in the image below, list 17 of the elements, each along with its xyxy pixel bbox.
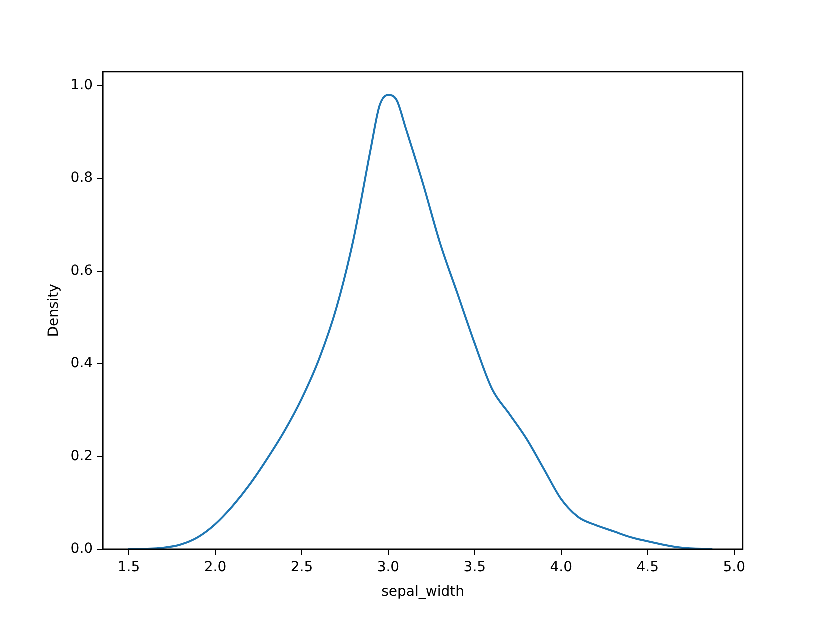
- line-series: [128, 94, 713, 550]
- y-tick-label: 0.4: [70, 356, 94, 372]
- y-tick-label: 0.8: [70, 170, 94, 186]
- x-tick-label: 5.0: [723, 559, 746, 576]
- x-tick-label: 1.5: [118, 559, 140, 576]
- x-tick-label: 3.5: [464, 559, 486, 576]
- y-tick-label: 1.0: [70, 78, 94, 94]
- y-axis-title: Density: [46, 284, 62, 338]
- y-tick-label: 0.6: [70, 262, 94, 279]
- y-tick-label: 0.0: [70, 541, 94, 558]
- y-tick-label: 0.2: [70, 448, 94, 464]
- x-tick-label: 4.5: [636, 559, 660, 576]
- x-tick-label: 3.0: [377, 559, 400, 576]
- x-tick-label: 4.0: [550, 559, 573, 576]
- x-tick-label: 2.0: [204, 559, 227, 576]
- x-tick-label: 2.5: [290, 559, 314, 576]
- x-axis-title: sepal_width: [382, 584, 464, 600]
